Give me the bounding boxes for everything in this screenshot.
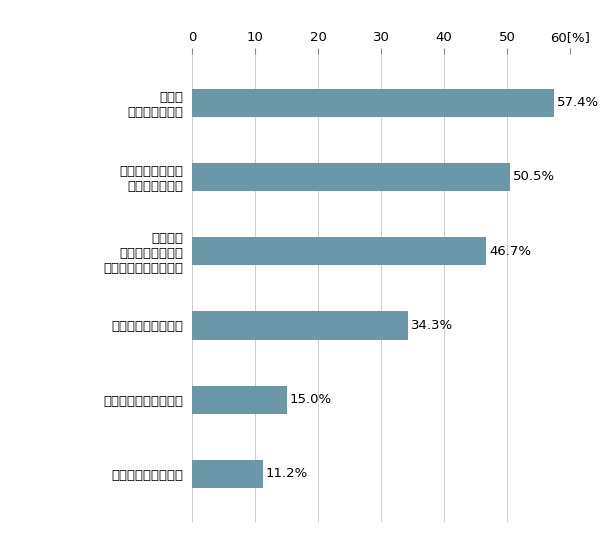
Text: 34.3%: 34.3% — [411, 319, 454, 332]
Text: 11.2%: 11.2% — [266, 467, 308, 480]
Text: 46.7%: 46.7% — [490, 245, 532, 258]
Bar — [192, 311, 408, 339]
Text: 57.4%: 57.4% — [557, 96, 599, 109]
Bar — [192, 89, 554, 117]
Bar — [192, 386, 287, 414]
Bar — [192, 163, 510, 191]
Text: 50.5%: 50.5% — [513, 170, 556, 183]
Text: 15.0%: 15.0% — [290, 393, 332, 406]
Bar — [192, 237, 486, 265]
Bar — [192, 460, 263, 488]
